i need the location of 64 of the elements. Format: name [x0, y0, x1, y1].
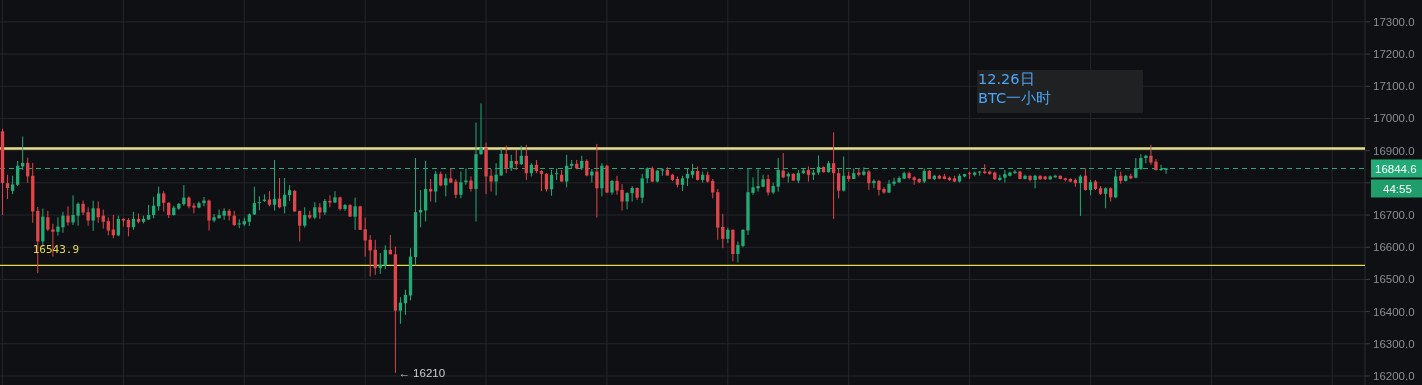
countdown: 44:55: [1383, 183, 1412, 195]
ytick: 16700.0: [1373, 209, 1415, 222]
candlestick: [192, 202, 196, 214]
candlestick: [1078, 174, 1083, 217]
candlestick: [428, 178, 433, 203]
info: BTC一小时: [978, 90, 1052, 106]
candlestick: [892, 177, 896, 187]
candlestick: [479, 102, 483, 156]
candlestick: [5, 174, 10, 200]
candlestick: [867, 169, 871, 191]
candlestick: [459, 171, 463, 199]
candlestick: [766, 174, 770, 196]
candlestick: [358, 205, 362, 231]
info: 12.26日: [978, 71, 1035, 87]
candlestick: [10, 175, 15, 195]
ytick: 17100.0: [1373, 80, 1415, 93]
candlestick: [86, 206, 90, 227]
candlestick: [56, 216, 60, 237]
candlestick: [91, 200, 95, 232]
candlestick: [101, 209, 105, 230]
candlestick: [489, 168, 493, 193]
candlestick: [383, 244, 387, 270]
candlestick: [46, 210, 50, 232]
candlestick: [454, 178, 458, 199]
candlestick: [353, 197, 357, 231]
ytick: 17300.0: [1373, 15, 1415, 28]
low-label: ← 16210: [398, 366, 446, 379]
candlestick: [303, 206, 307, 229]
candlestick: [831, 131, 836, 220]
candlestick: [257, 195, 262, 211]
ytick: 16900.0: [1373, 144, 1415, 157]
candlestick: [630, 185, 634, 203]
candlestick: [66, 205, 70, 227]
candlestick: [157, 186, 161, 212]
candlestick: [721, 213, 725, 249]
candlestick: [61, 211, 65, 234]
ytick: 17200.0: [1373, 48, 1415, 61]
ytick: 16200.0: [1373, 370, 1415, 382]
candlestick: [96, 201, 100, 224]
candlestick: [711, 178, 715, 199]
candlestick: [640, 173, 644, 204]
candlestick: [625, 191, 629, 210]
ytick: 17000.0: [1373, 112, 1415, 125]
candlestick: [298, 210, 302, 242]
candlestick: [1144, 154, 1148, 164]
candlestick: [469, 175, 473, 193]
candlestick: [872, 178, 876, 189]
candlestick: [836, 168, 841, 199]
candlestick: [1114, 169, 1118, 199]
ytick: 16400.0: [1373, 305, 1415, 318]
ytick: 16500.0: [1373, 273, 1415, 286]
candlestick: [182, 184, 186, 207]
ytick: 16600.0: [1373, 241, 1415, 254]
candlestick: [539, 169, 544, 192]
candlestick: [595, 143, 599, 219]
candlestick: [162, 190, 166, 212]
ytick: 16300.0: [1373, 337, 1415, 350]
candlestick: [333, 190, 337, 204]
candlestick: [1033, 174, 1037, 189]
candlestick: [434, 170, 438, 203]
candlestick: [1103, 186, 1108, 209]
candlestick: [1028, 174, 1032, 183]
price-label: 16844.6: [1375, 163, 1417, 175]
candlestick: [207, 199, 211, 231]
